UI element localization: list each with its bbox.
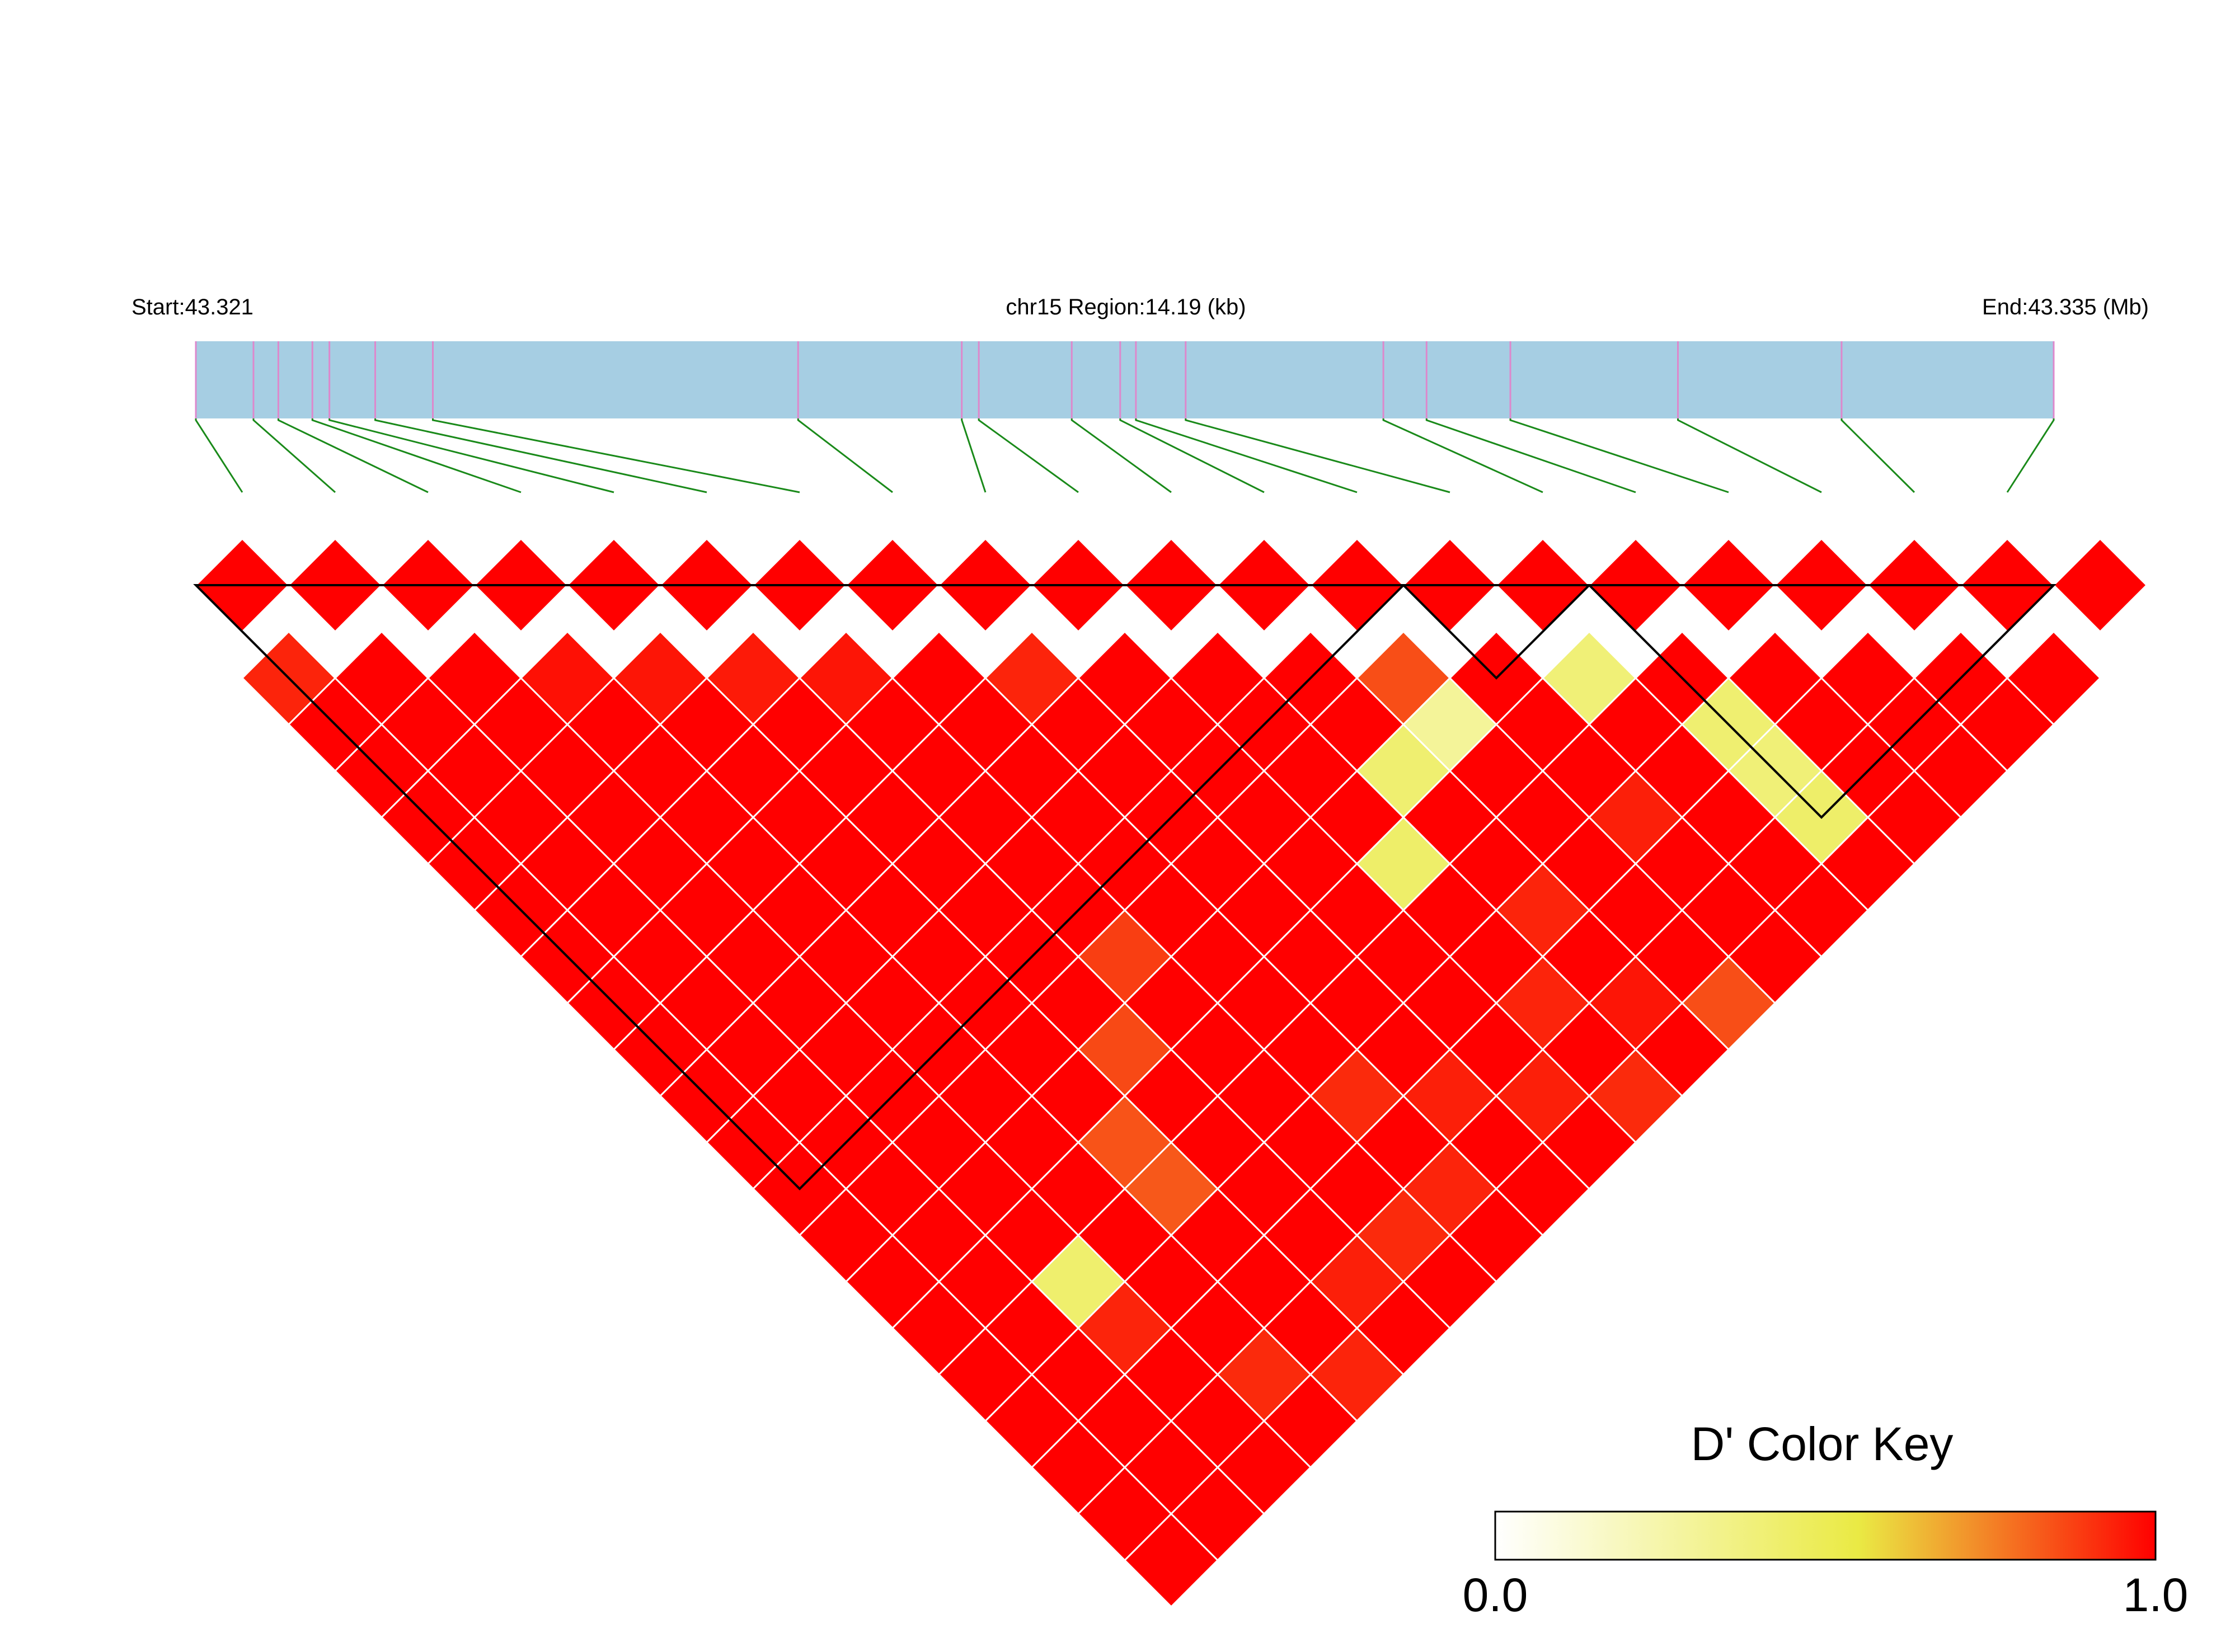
snp-connector: [978, 418, 1079, 493]
snp-connector: [252, 418, 336, 493]
color-key-min-label: 0.0: [1463, 1569, 1528, 1621]
snp-connector: [1840, 418, 1915, 493]
snp-connector: [1185, 418, 1450, 493]
snp-ticks: [195, 341, 2055, 418]
snp-connector: [1070, 418, 1172, 493]
snp-connector: [1677, 418, 1822, 493]
region-bar: [196, 341, 2054, 418]
color-key-title: D' Color Key: [1691, 1418, 1954, 1470]
ld-block-outlines: [193, 584, 2056, 1190]
snp-connector: [1119, 418, 1265, 493]
color-key-max-label: 1.0: [2123, 1569, 2189, 1621]
snp-connector: [797, 418, 893, 493]
snp-connector: [328, 418, 614, 493]
snp-connector: [1382, 418, 1543, 493]
snp-connector: [2006, 418, 2055, 493]
snp-connectors: [195, 418, 2055, 493]
region-end-label: End:43.335 (Mb): [1982, 295, 2149, 319]
snp-connector: [1509, 418, 1729, 493]
ld-block-outline: [193, 584, 1406, 1190]
snp-connector: [311, 418, 522, 493]
snp-connector: [374, 418, 707, 493]
snp-diamond: [2052, 537, 2148, 633]
snp-connector: [277, 418, 429, 493]
ld-cells: [194, 537, 2148, 1608]
color-key-bar: [1494, 1510, 2157, 1561]
region-title-label: chr15 Region:14.19 (kb): [1006, 295, 1246, 319]
ld-cell: [2006, 630, 2102, 726]
ld-block-outline: [1586, 584, 2056, 819]
snp-connector: [1135, 418, 1358, 493]
snp-connector: [195, 418, 243, 493]
snp-connector: [431, 418, 800, 493]
ld-block-outline: [1401, 584, 1592, 680]
region-start-label: Start:43.321: [132, 295, 253, 319]
snp-connector: [961, 418, 987, 493]
snp-connector: [1425, 418, 1636, 493]
